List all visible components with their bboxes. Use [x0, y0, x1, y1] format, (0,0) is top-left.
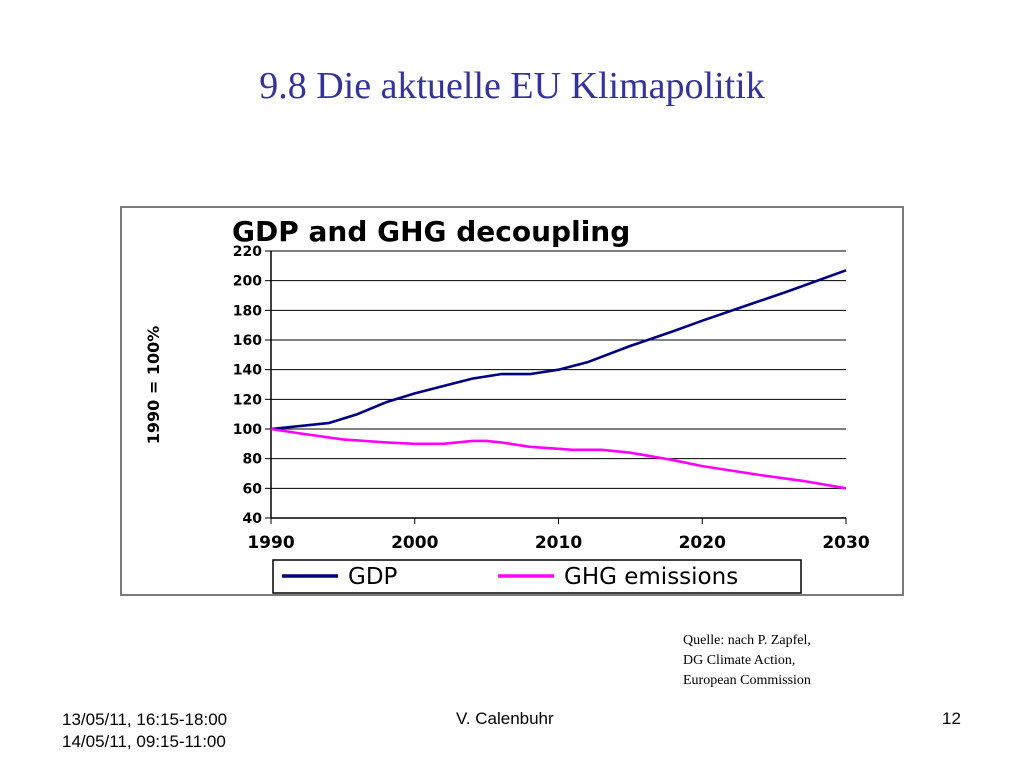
- chart: GDP and GHG decoupling 220 200 180 160 140 12…: [144, 215, 870, 594]
- y-tick-labels: 220 200 180 160 140 120 100 80 60 40: [233, 244, 262, 527]
- gdp-legend-label: GDP: [348, 564, 398, 590]
- x-tick-label: 2010: [535, 533, 582, 553]
- source-line: DG Climate Action,: [683, 653, 796, 668]
- y-tick-label: 40: [243, 511, 263, 527]
- gdp-series-line: [270, 269, 847, 431]
- ghg-emissions-legend-label: GHG emissions: [564, 564, 738, 590]
- x-tick-label: 2020: [679, 533, 726, 553]
- x-tick-labels: 1990 2000 2010 2020 2030: [247, 533, 869, 553]
- source-line: Quelle: nach P. Zapfel,: [683, 633, 811, 648]
- x-tick-label: 2030: [822, 533, 869, 553]
- slide-title: 9.8 Die aktuelle EU Klimapolitik: [259, 65, 765, 107]
- y-tick-label: 120: [233, 392, 262, 408]
- footer-date: 13/05/11, 16:15-18:00 14/05/11, 09:15-11…: [62, 709, 227, 753]
- y-tick-label: 200: [233, 274, 262, 290]
- x-tick-label: 1990: [247, 533, 294, 553]
- footer-author: V. Calenbuhr: [456, 709, 554, 728]
- y-axis-label: 1990 = 100%: [144, 326, 163, 445]
- ghg-emissions-series-line: [270, 427, 847, 490]
- page-number: 12: [942, 709, 961, 728]
- footer-date-line: 14/05/11, 09:15-11:00: [62, 732, 226, 751]
- chart-frame: GDP and GHG decoupling 220 200 180 160 140 12…: [120, 206, 904, 596]
- y-tick-label: 80: [243, 452, 263, 468]
- chart-title: GDP and GHG decoupling: [232, 215, 630, 248]
- y-tick-label: 220: [233, 244, 262, 260]
- y-tick-label: 140: [233, 363, 262, 379]
- y-tick-label: 160: [233, 333, 262, 349]
- source-line: European Commission: [683, 673, 811, 688]
- y-tick-label: 60: [243, 481, 263, 497]
- legend: GDP GHG emissions: [272, 559, 802, 594]
- x-tick-label: 2000: [391, 533, 438, 553]
- y-tick-label: 100: [233, 422, 262, 438]
- source-note: Quelle: nach P. Zapfel, DG Climate Actio…: [683, 631, 883, 691]
- axes: [265, 250, 847, 524]
- y-tick-label: 180: [233, 303, 262, 319]
- footer-date-line: 13/05/11, 16:15-18:00: [62, 710, 228, 729]
- series: [270, 269, 847, 490]
